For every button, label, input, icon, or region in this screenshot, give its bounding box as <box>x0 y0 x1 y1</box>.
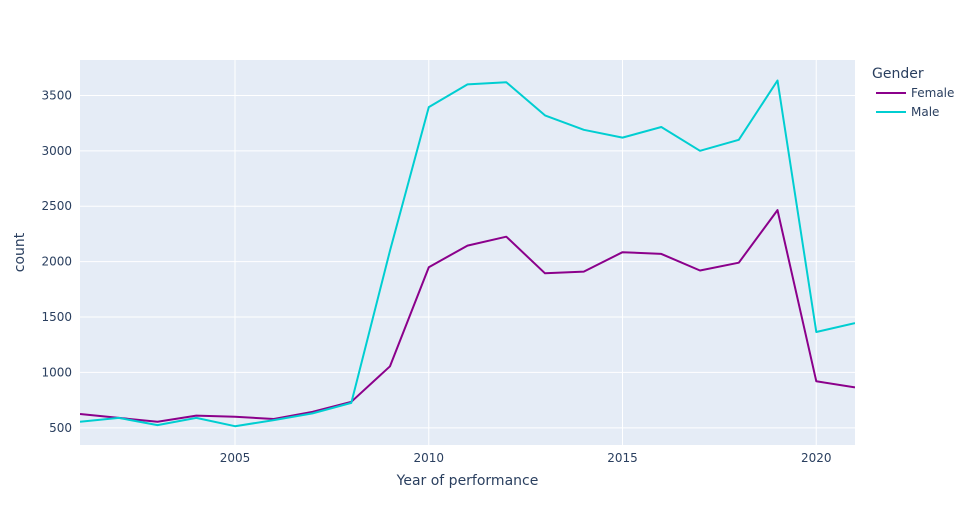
y-tick-label: 500 <box>49 421 72 435</box>
series-line-female <box>80 209 855 423</box>
legend-title: Gender <box>872 66 924 82</box>
x-tick-label: 2015 <box>607 451 638 465</box>
y-axis-ticks: 500 1000 1500 2000 2500 3000 3500 <box>41 88 72 434</box>
y-tick-label: 3000 <box>41 144 72 158</box>
x-tick-label: 2020 <box>801 451 832 465</box>
gridlines <box>80 60 855 445</box>
series-line-male <box>80 79 855 428</box>
x-tick-label: 2010 <box>413 451 444 465</box>
y-tick-label: 3500 <box>41 88 72 102</box>
y-tick-label: 1500 <box>41 310 72 324</box>
legend-item-male[interactable]: Male <box>876 105 939 119</box>
legend-item-female[interactable]: Female <box>876 86 954 100</box>
legend[interactable]: Gender Female Male <box>872 66 954 119</box>
legend-items[interactable]: Female Male <box>876 86 954 119</box>
series-layer <box>80 79 855 428</box>
legend-label: Female <box>911 86 954 100</box>
y-axis-title: count <box>12 232 28 272</box>
legend-label: Male <box>911 105 939 119</box>
x-axis-ticks: 2005 2010 2015 2020 <box>220 451 832 465</box>
y-tick-label: 2000 <box>41 255 72 269</box>
x-axis-title: Year of performance <box>396 473 539 489</box>
x-tick-label: 2005 <box>220 451 251 465</box>
y-tick-label: 2500 <box>41 199 72 213</box>
plot-background <box>80 60 855 445</box>
y-tick-label: 1000 <box>41 365 72 379</box>
